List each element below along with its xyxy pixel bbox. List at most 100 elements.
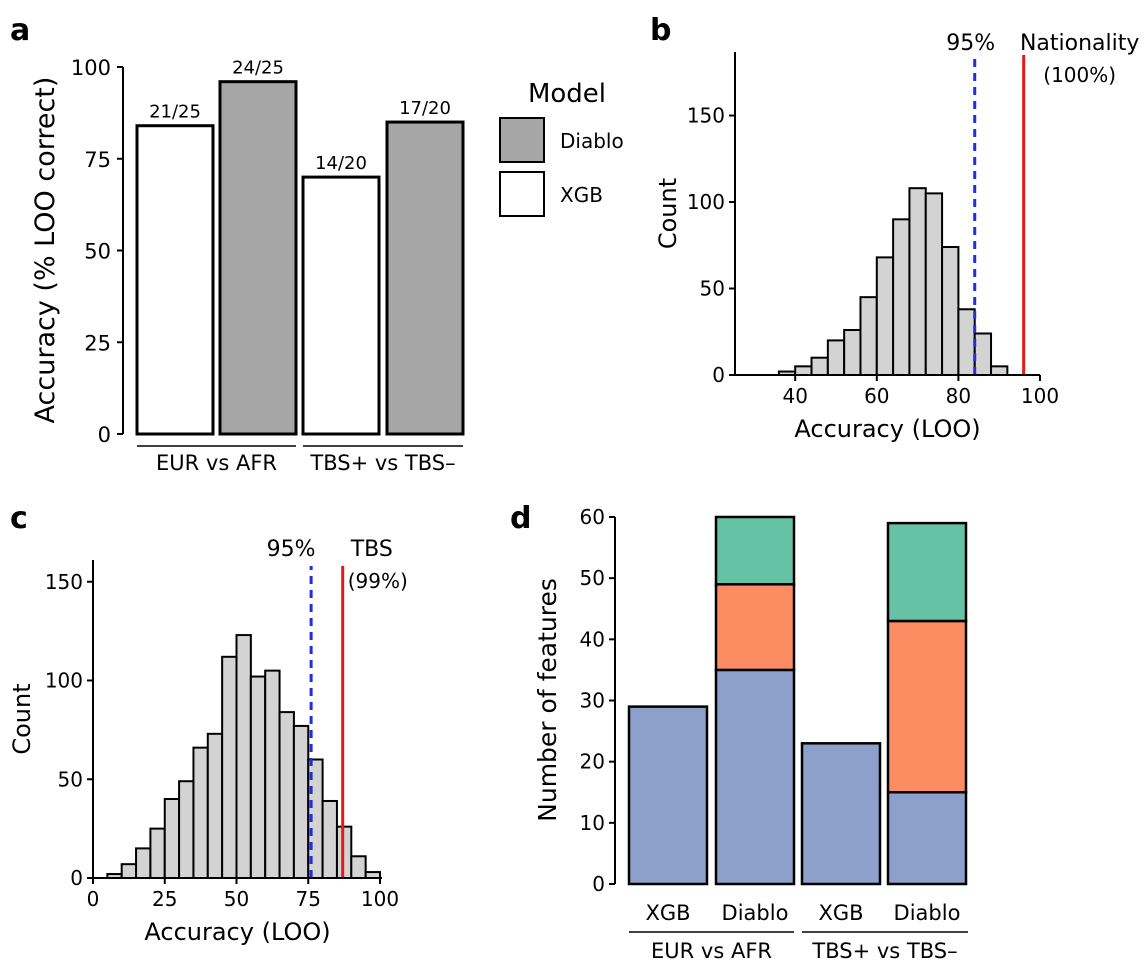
x-tick-label-0: 0 [87,887,100,911]
x-axis-label: Accuracy (LOO) [144,918,330,946]
panel-b-nationality-histogram: 40 60 80 100 0 50 100 150 Accuracy (LOO) Count 95%… [654,31,1139,443]
hist-bar-2 [810,356,829,376]
hist-bar-7 [206,732,224,880]
y-tick-label-75: 75 [84,148,111,172]
x-tick-label-60: 60 [864,384,889,408]
panel-a-accuracy-chart: 0 25 50 75 100 Accuracy (% LOO correct) 21/25 2… [30,56,624,475]
x-tick-label-75: 75 [296,887,321,911]
x-axis-label: Accuracy (LOO) [794,415,980,443]
panel-letter-b: b [650,13,671,48]
x-tick-label-50: 50 [224,887,249,911]
hist-bar-5 [859,296,878,377]
hist-bar-1 [794,365,813,376]
hist-bar-6 [192,746,209,880]
panel-letter-a: a [10,13,30,48]
group-label-1: TBS+ vs TBS– [309,451,455,475]
panel-letter-c: c [10,501,28,536]
hist-bar-4 [843,329,862,377]
y-tick-label-100: 100 [687,190,725,214]
x-tick-label-25: 25 [152,887,177,911]
x-tick-label-80: 80 [946,384,971,408]
hist-bar-6 [875,256,895,377]
y-axis-label: Accuracy (% LOO correct) [30,77,61,424]
group-label-0: EUR vs AFR [156,451,277,475]
bar-label-diablo-1: 17/20 [399,98,451,119]
panel-letter-d: d [510,501,531,536]
y-tick-label-50: 50 [58,767,83,791]
legend-label-diablo: Diablo [560,129,624,153]
x-tick-label-2: XGB [818,901,863,925]
y-tick-label-40: 40 [580,627,605,651]
hist-bar-11 [957,308,976,376]
legend-swatch-xgb [499,171,545,217]
hist-bar-10 [249,675,267,879]
hist-bar-2 [135,847,152,879]
reference-label-tbs: TBS [350,537,393,562]
bar-label-xgb-1: 14/20 [315,153,367,174]
y-axis-label: Count [654,178,682,249]
hist-bar-4 [163,798,181,879]
y-tick-label-150: 150 [45,570,83,594]
stacked-bar-2-segment-0 [800,742,882,886]
stacked-bar-0-segment-0 [627,705,709,886]
y-tick-label-30: 30 [580,689,605,713]
hist-bar-11 [264,669,281,879]
x-tick-label-100: 100 [1021,384,1059,408]
hist-bar-13 [292,724,310,879]
y-tick-label-150: 150 [687,104,725,128]
hist-bar-12 [278,711,295,879]
stacked-bar-1-segment-1 [714,583,796,672]
y-axis-label: Count [8,683,36,754]
y-tick-label-20: 20 [580,750,605,774]
reference-label-95: 95% [946,31,995,56]
y-tick-label-50: 50 [580,566,605,590]
bar-label-diablo-0: 24/25 [232,58,284,79]
bar-label-xgb-0: 21/25 [149,102,201,123]
bar-diablo-1 [385,120,465,436]
x-tick-label-3: Diablo [894,901,961,925]
legend-title: Model [528,79,606,109]
stacked-bar-1-segment-0 [714,668,796,886]
hist-bar-10 [941,246,960,376]
bar-xgb-1 [301,175,381,436]
bar-xgb-0 [135,124,215,436]
stacked-bar-1-segment-2 [714,515,796,586]
reference-label-nationality: Nationality [1020,31,1139,56]
y-tick-label-0: 0 [712,363,725,387]
x-tick-label-1: Diablo [722,901,789,925]
y-tick-label-100: 100 [45,669,83,693]
group-label-1: TBS+ vs TBS– [811,939,957,963]
hist-bar-17 [350,855,367,880]
stacked-bar-3-segment-0 [886,791,968,886]
hist-bar-5 [178,780,195,879]
y-tick-label-0: 0 [70,866,83,890]
y-axis-label: Number of features [533,578,562,822]
stacked-bar-3-segment-2 [886,521,968,623]
panel-d-features-chart: XGB Diablo XGB Diablo 0 10 20 30 40 50 60 Number of… [533,505,968,963]
reference-label-95: 95% [267,537,316,562]
y-tick-label-60: 60 [580,505,605,529]
y-tick-label-0: 0 [592,872,605,896]
reference-sublabel-nationality: (100%) [1043,63,1116,87]
bar-diablo-0 [218,80,298,436]
x-tick-label-100: 100 [361,887,399,911]
y-tick-label-50: 50 [700,277,725,301]
x-tick-label-0: XGB [645,901,690,925]
y-tick-label-100: 100 [71,56,111,80]
hist-bar-7 [892,218,911,376]
hist-bar-9 [235,634,252,880]
group-label-0: EUR vs AFR [651,939,772,963]
hist-bar-9 [924,192,944,376]
hist-bar-8 [221,655,238,879]
hist-bar-15 [321,799,338,879]
legend-label-xgb: XGB [560,183,603,207]
stacked-bar-3-segment-1 [886,619,968,794]
hist-bar-3 [826,339,846,376]
hist-bar-3 [149,827,166,879]
y-tick-label-25: 25 [84,331,111,355]
x-tick-label-40: 40 [782,384,807,408]
hist-bar-1 [120,863,138,879]
hist-bar-8 [908,187,927,376]
y-tick-label-10: 10 [580,811,605,835]
